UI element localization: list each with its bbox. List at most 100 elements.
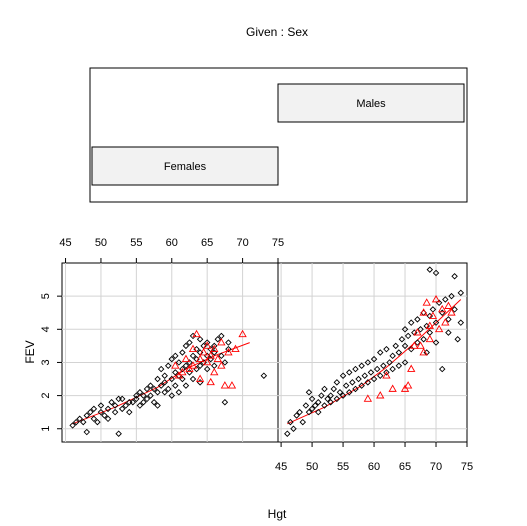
data-point-diamond bbox=[87, 408, 94, 416]
data-point-diamond bbox=[451, 273, 458, 280]
data-point-diamond bbox=[339, 392, 347, 399]
data-point-diamond bbox=[432, 339, 440, 346]
data-point-diamond bbox=[214, 336, 222, 343]
data-point-diamond bbox=[407, 319, 415, 326]
data-point-diamond bbox=[140, 392, 147, 399]
data-point-diamond bbox=[97, 402, 105, 409]
data-point-triangle bbox=[210, 367, 219, 376]
data-point-triangle bbox=[422, 298, 431, 306]
data-point-diamond bbox=[290, 425, 297, 432]
data-point-diamond bbox=[260, 372, 268, 379]
data-point-diamond bbox=[186, 339, 193, 346]
tick-label-x-bottom: 60 bbox=[368, 461, 380, 473]
data-point-diamond bbox=[189, 352, 197, 360]
data-point-diamond bbox=[457, 289, 465, 297]
data-point-diamond bbox=[136, 402, 144, 409]
data-point-diamond bbox=[143, 385, 151, 393]
data-point-diamond bbox=[299, 418, 307, 426]
given-bar-label: Males bbox=[356, 98, 386, 110]
data-point-diamond bbox=[164, 362, 172, 369]
data-point-diamond bbox=[414, 339, 421, 346]
data-point-diamond bbox=[358, 382, 365, 389]
data-point-diamond bbox=[327, 392, 334, 399]
data-point-diamond bbox=[221, 359, 229, 366]
data-point-triangle bbox=[425, 334, 434, 343]
data-point-diamond bbox=[370, 355, 378, 363]
data-point-triangle bbox=[213, 354, 222, 362]
data-point-diamond bbox=[383, 345, 390, 353]
tick-label-y: 4 bbox=[40, 326, 52, 332]
data-point-diamond bbox=[101, 412, 108, 419]
data-point-triangle bbox=[231, 344, 240, 353]
data-point-diamond bbox=[401, 326, 409, 333]
data-point-diamond bbox=[438, 365, 446, 373]
data-point-diamond bbox=[122, 402, 129, 409]
data-point-triangle bbox=[407, 364, 416, 372]
data-point-diamond bbox=[196, 336, 204, 343]
data-point-diamond bbox=[352, 385, 359, 393]
data-point-triangle bbox=[181, 354, 191, 362]
data-point-diamond bbox=[355, 375, 362, 383]
data-point-diamond bbox=[175, 389, 183, 396]
data-point-diamond bbox=[404, 332, 412, 340]
data-point-triangle bbox=[220, 381, 230, 389]
given-panel-frame bbox=[89, 67, 468, 203]
data-point-diamond bbox=[414, 316, 421, 323]
data-point-diamond bbox=[164, 385, 172, 393]
data-point-diamond bbox=[154, 402, 161, 409]
data-point-triangle bbox=[431, 294, 441, 303]
data-point-diamond bbox=[315, 398, 322, 406]
data-point-diamond bbox=[324, 395, 331, 403]
data-point-diamond bbox=[104, 405, 112, 413]
data-point-triangle bbox=[192, 329, 201, 338]
tick-label-x-bottom: 50 bbox=[306, 461, 318, 473]
data-point-triangle bbox=[188, 344, 198, 353]
data-point-diamond bbox=[442, 296, 449, 303]
data-point-diamond bbox=[457, 319, 465, 326]
data-point-triangle bbox=[210, 344, 219, 353]
data-point-diamond bbox=[182, 342, 190, 350]
data-point-diamond bbox=[426, 266, 434, 273]
data-point-triangle bbox=[434, 324, 444, 333]
data-point-triangle bbox=[199, 347, 208, 356]
data-point-triangle bbox=[419, 347, 428, 356]
tick-label-x-bottom: 70 bbox=[430, 461, 442, 473]
data-point-diamond bbox=[157, 365, 165, 373]
tick-label-x-top: 60 bbox=[166, 237, 178, 249]
data-point-diamond bbox=[346, 389, 353, 396]
data-point-diamond bbox=[161, 389, 168, 396]
data-point-diamond bbox=[189, 375, 197, 383]
data-point-diamond bbox=[175, 359, 183, 366]
data-point-diamond bbox=[203, 365, 211, 373]
data-point-diamond bbox=[154, 375, 161, 383]
data-point-triangle bbox=[438, 304, 447, 313]
data-point-diamond bbox=[318, 392, 325, 399]
tick-label-x-bottom: 75 bbox=[461, 461, 473, 473]
data-point-diamond bbox=[284, 430, 291, 437]
data-point-diamond bbox=[373, 365, 381, 373]
data-point-diamond bbox=[168, 355, 176, 363]
data-point-diamond bbox=[157, 382, 165, 389]
data-point-triangle bbox=[388, 384, 397, 392]
data-point-diamond bbox=[118, 405, 126, 413]
data-point-diamond bbox=[168, 375, 176, 383]
data-point-triangle bbox=[403, 381, 413, 389]
data-point-diamond bbox=[367, 369, 375, 376]
data-point-diamond bbox=[333, 379, 341, 386]
data-point-diamond bbox=[225, 339, 232, 346]
data-point-triangle bbox=[206, 351, 215, 359]
data-point-diamond bbox=[429, 306, 437, 313]
data-point-triangle bbox=[217, 361, 226, 369]
data-point-diamond bbox=[370, 375, 378, 383]
data-point-diamond bbox=[448, 292, 455, 300]
data-point-diamond bbox=[308, 395, 316, 403]
data-point-triangle bbox=[227, 381, 237, 389]
data-point-diamond bbox=[186, 369, 193, 376]
data-point-diamond bbox=[111, 408, 119, 416]
fit-line-females bbox=[72, 342, 250, 425]
data-point-triangle bbox=[444, 301, 453, 309]
data-point-diamond bbox=[339, 372, 347, 379]
data-point-diamond bbox=[189, 332, 197, 340]
tick-label-y: 5 bbox=[40, 293, 52, 299]
